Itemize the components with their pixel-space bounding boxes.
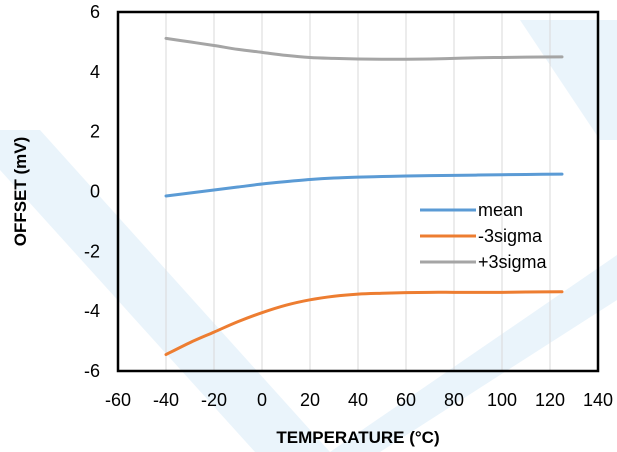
y-tick-labels: -6 -4 -2 0 2 4 6 — [84, 2, 100, 381]
series-line-mean — [164, 172, 564, 198]
y-tick-label: 2 — [90, 122, 100, 142]
x-tick-label: 100 — [487, 390, 517, 410]
y-tick-label: -4 — [84, 301, 100, 321]
series-layer — [164, 36, 564, 357]
legend-label-3sigma: -3sigma — [478, 226, 543, 246]
y-tick-label: 0 — [90, 182, 100, 202]
y-tick-label: -6 — [84, 361, 100, 381]
watermark-chevron-right — [520, 20, 617, 140]
gridlines — [165, 12, 551, 371]
x-tick-label: -60 — [105, 390, 131, 410]
x-tick-label: -40 — [153, 390, 179, 410]
x-tick-label: 120 — [535, 390, 565, 410]
legend-label-3sigma: +3sigma — [478, 252, 548, 272]
y-tick-label: -2 — [84, 241, 100, 261]
x-tick-label: -20 — [201, 390, 227, 410]
y-tick-label: 4 — [90, 62, 100, 82]
series-line-3sigma — [164, 290, 564, 357]
plot-frame — [116, 10, 600, 373]
x-tick-label: 20 — [300, 390, 320, 410]
x-axis-title: TEMPERATURE (°C) — [276, 428, 439, 447]
series-line-3sigma — [164, 36, 564, 61]
x-tick-labels: -60 -40 -20 0 20 40 60 80 100 120 140 — [105, 390, 613, 410]
x-tick-label: 40 — [348, 390, 368, 410]
watermark-band-bottom — [330, 255, 617, 452]
x-tick-label: 80 — [444, 390, 464, 410]
x-tick-label: 140 — [583, 390, 613, 410]
y-axis-title: OFFSET (mV) — [11, 137, 30, 247]
y-tick-label: 6 — [90, 2, 100, 22]
x-tick-label: 0 — [257, 390, 267, 410]
legend: mean -3sigma +3sigma — [420, 200, 548, 272]
x-tick-label: 60 — [396, 390, 416, 410]
legend-label-mean: mean — [478, 200, 523, 220]
